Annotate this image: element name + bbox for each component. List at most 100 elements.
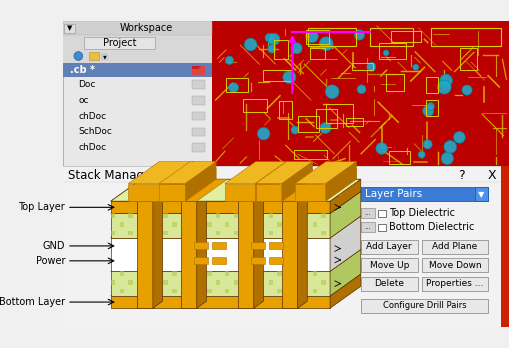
Text: Stack Manager: Stack Manager <box>68 169 156 182</box>
Bar <box>294 150 327 159</box>
Bar <box>192 80 205 89</box>
Text: oc: oc <box>78 96 89 105</box>
Bar <box>298 116 319 132</box>
Polygon shape <box>295 162 356 184</box>
Bar <box>269 243 282 250</box>
Text: Move Down: Move Down <box>429 261 482 270</box>
Circle shape <box>265 33 274 42</box>
Bar <box>460 48 477 70</box>
Bar <box>379 44 406 58</box>
Polygon shape <box>181 194 206 201</box>
Bar <box>146 231 150 235</box>
Text: Move Up: Move Up <box>370 261 409 270</box>
Bar <box>199 231 203 235</box>
Bar <box>427 100 438 116</box>
Text: ...: ... <box>364 224 371 230</box>
Text: Add Plane: Add Plane <box>433 242 477 251</box>
Bar <box>225 184 256 201</box>
Bar <box>190 222 194 227</box>
Polygon shape <box>341 169 356 195</box>
Bar <box>286 231 291 235</box>
Circle shape <box>441 152 454 165</box>
Bar <box>192 66 205 75</box>
Polygon shape <box>254 194 263 308</box>
Bar <box>240 179 270 195</box>
Text: Top Layer: Top Layer <box>18 202 65 212</box>
Bar <box>172 289 177 293</box>
Circle shape <box>225 56 234 64</box>
Bar <box>155 289 159 293</box>
Bar <box>212 243 225 250</box>
Polygon shape <box>330 191 361 238</box>
Circle shape <box>268 33 280 45</box>
Polygon shape <box>178 169 194 195</box>
Polygon shape <box>137 194 162 201</box>
Circle shape <box>320 122 331 134</box>
Bar <box>251 280 256 285</box>
Bar <box>120 289 124 293</box>
Polygon shape <box>282 179 328 201</box>
Bar <box>426 77 438 93</box>
Bar <box>128 280 133 285</box>
Text: chDoc: chDoc <box>78 143 106 152</box>
Text: GND: GND <box>43 241 65 251</box>
Bar <box>251 243 265 250</box>
Bar <box>422 258 488 272</box>
Polygon shape <box>330 179 361 213</box>
Bar <box>361 187 488 201</box>
Bar <box>181 231 185 235</box>
Bar <box>295 222 299 227</box>
Bar <box>207 289 212 293</box>
Bar <box>111 213 115 218</box>
Bar <box>172 222 177 227</box>
Text: Delete: Delete <box>374 279 404 288</box>
Bar <box>155 271 159 276</box>
Text: Add Layer: Add Layer <box>366 242 412 251</box>
Bar <box>242 222 247 227</box>
Bar <box>120 222 124 227</box>
Bar <box>260 271 264 276</box>
Text: Bottom Dielectric: Bottom Dielectric <box>389 222 474 232</box>
Bar <box>304 280 308 285</box>
Bar <box>120 271 124 276</box>
Text: ▼: ▼ <box>478 190 485 199</box>
Text: X: X <box>488 169 497 182</box>
Bar <box>304 231 308 235</box>
Bar <box>181 213 185 218</box>
Bar <box>313 289 317 293</box>
Circle shape <box>427 103 434 110</box>
Circle shape <box>413 64 419 70</box>
Bar <box>321 280 326 285</box>
Bar <box>212 21 509 166</box>
Bar <box>63 21 212 166</box>
Circle shape <box>229 83 239 93</box>
Bar <box>234 231 238 235</box>
Circle shape <box>462 85 472 95</box>
Polygon shape <box>111 274 361 296</box>
Bar <box>163 213 168 218</box>
Circle shape <box>444 141 457 153</box>
Bar <box>111 231 115 235</box>
Bar <box>225 222 229 227</box>
Polygon shape <box>240 169 286 179</box>
Bar <box>361 222 375 232</box>
Bar <box>308 29 356 46</box>
Bar <box>128 231 133 235</box>
Polygon shape <box>111 250 361 271</box>
Bar <box>295 271 299 276</box>
Polygon shape <box>200 169 216 195</box>
Bar <box>234 280 238 285</box>
Bar <box>243 99 267 112</box>
Bar <box>370 29 413 46</box>
Circle shape <box>376 143 387 154</box>
Bar <box>310 48 325 59</box>
Bar <box>269 213 273 218</box>
Bar <box>225 271 229 276</box>
Bar <box>422 240 488 254</box>
Bar <box>234 213 238 218</box>
Circle shape <box>305 30 318 43</box>
Bar <box>313 271 317 276</box>
Bar <box>378 209 386 216</box>
Bar <box>194 257 208 264</box>
Polygon shape <box>238 194 263 201</box>
